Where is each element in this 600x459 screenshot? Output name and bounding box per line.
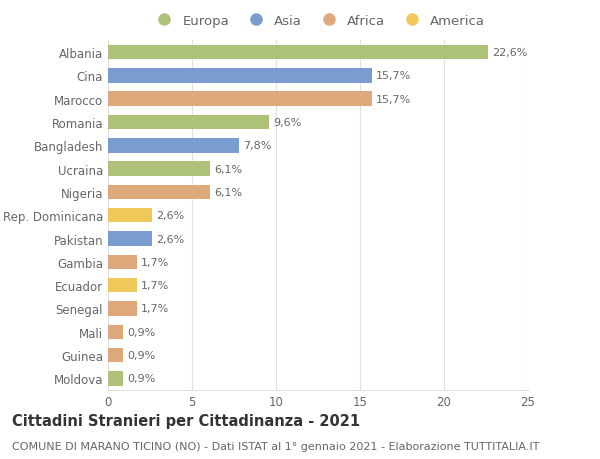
Bar bbox=[108, 278, 137, 293]
Text: 7,8%: 7,8% bbox=[243, 141, 272, 151]
Text: 9,6%: 9,6% bbox=[274, 118, 302, 128]
Bar bbox=[108, 69, 372, 84]
Bar bbox=[108, 46, 488, 60]
Bar bbox=[108, 371, 123, 386]
Bar bbox=[108, 255, 137, 269]
Bar bbox=[108, 348, 123, 363]
Bar bbox=[108, 325, 123, 339]
Legend: Europa, Asia, Africa, America: Europa, Asia, Africa, America bbox=[151, 15, 485, 28]
Text: 0,9%: 0,9% bbox=[127, 350, 155, 360]
Text: 15,7%: 15,7% bbox=[376, 95, 411, 105]
Bar bbox=[108, 116, 269, 130]
Text: 1,7%: 1,7% bbox=[141, 304, 169, 314]
Bar bbox=[108, 139, 239, 153]
Bar bbox=[108, 302, 137, 316]
Text: 15,7%: 15,7% bbox=[376, 71, 411, 81]
Text: 1,7%: 1,7% bbox=[141, 257, 169, 267]
Bar bbox=[108, 162, 211, 176]
Text: 6,1%: 6,1% bbox=[215, 164, 243, 174]
Bar bbox=[108, 185, 211, 200]
Text: 2,6%: 2,6% bbox=[156, 211, 184, 221]
Text: COMUNE DI MARANO TICINO (NO) - Dati ISTAT al 1° gennaio 2021 - Elaborazione TUTT: COMUNE DI MARANO TICINO (NO) - Dati ISTA… bbox=[12, 441, 539, 451]
Text: 0,9%: 0,9% bbox=[127, 374, 155, 384]
Bar bbox=[108, 208, 152, 223]
Text: 6,1%: 6,1% bbox=[215, 187, 243, 197]
Text: 2,6%: 2,6% bbox=[156, 234, 184, 244]
Text: 1,7%: 1,7% bbox=[141, 280, 169, 291]
Bar bbox=[108, 92, 372, 106]
Text: 22,6%: 22,6% bbox=[492, 48, 527, 58]
Text: Cittadini Stranieri per Cittadinanza - 2021: Cittadini Stranieri per Cittadinanza - 2… bbox=[12, 413, 360, 428]
Bar bbox=[108, 232, 152, 246]
Text: 0,9%: 0,9% bbox=[127, 327, 155, 337]
